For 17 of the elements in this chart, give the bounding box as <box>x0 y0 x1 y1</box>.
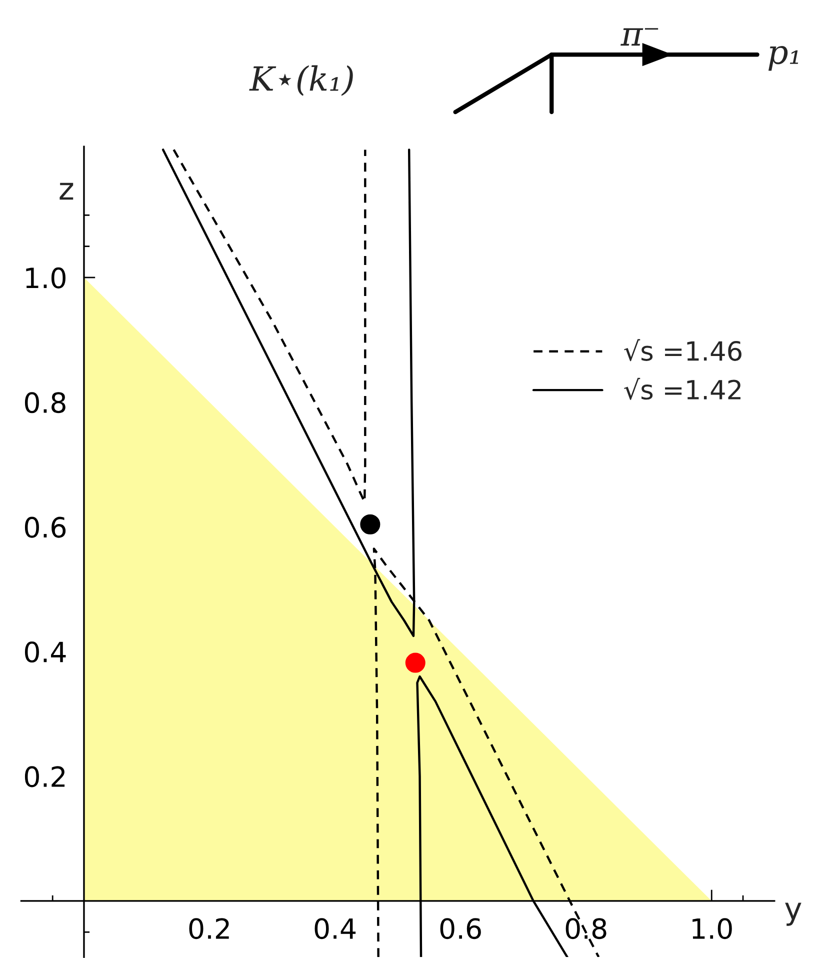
y-tick-label: 1.0 <box>26 267 66 288</box>
y-tick-label: 0.8 <box>24 392 66 414</box>
legend-label: √s =1.42 <box>624 378 740 400</box>
y-axis-title: z <box>60 182 74 200</box>
x-tick-label: 0.8 <box>566 918 606 940</box>
text: p₁ <box>768 46 798 71</box>
text: π⁻ <box>620 28 658 46</box>
y-tick-label: 0.6 <box>24 516 66 538</box>
y-tick-label: 0.2 <box>24 766 65 788</box>
legend-label: √s =1.46 <box>624 339 742 362</box>
x-tick-label: 0.6 <box>440 918 481 940</box>
x-axis-title: y <box>785 902 802 926</box>
x-tick-label: 1.0 <box>692 918 732 940</box>
y-tick-label: 0.4 <box>24 641 66 663</box>
text: K⋆(k₁) <box>249 65 353 96</box>
x-tick-label: 0.2 <box>189 918 229 940</box>
x-tick-label: 0.4 <box>314 918 356 940</box>
